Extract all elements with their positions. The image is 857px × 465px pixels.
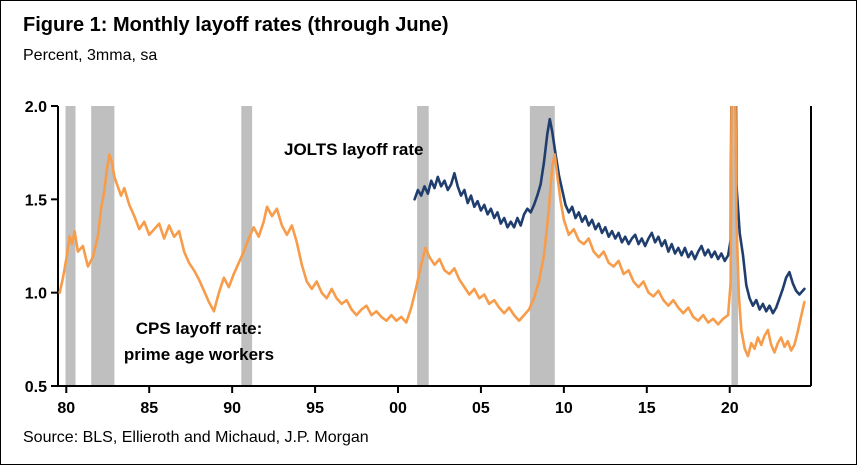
- chart-subtitle: Percent, 3mma, sa: [23, 47, 158, 64]
- x-tick-label: 95: [306, 400, 324, 417]
- recession-band: [731, 106, 738, 386]
- x-tick-label: 85: [140, 400, 158, 417]
- x-tick-label: 15: [638, 400, 656, 417]
- jolts-series-label: JOLTS layoff rate: [284, 140, 424, 159]
- x-tick-label: 00: [389, 400, 407, 417]
- x-tick-label: 05: [472, 400, 490, 417]
- chart-canvas: 0.5 1.0 1.5 2.0 80 85 90 95 00 05 10 15 20: [25, 99, 812, 417]
- cps-series-label: CPS layoff rate: prime age workers: [123, 319, 275, 364]
- y-tick-label: 1.0: [25, 286, 47, 303]
- cps-series-line: [58, 106, 806, 358]
- recession-band: [91, 106, 115, 386]
- chart-title: Figure 1: Monthly layoff rates (through …: [23, 14, 449, 36]
- y-tick-label: 0.5: [25, 379, 47, 396]
- y-tick-label: 1.5: [25, 192, 47, 209]
- x-tick-label: 20: [721, 400, 739, 417]
- recession-band: [65, 106, 76, 386]
- y-tick-label: 2.0: [25, 99, 47, 116]
- recession-band: [417, 106, 429, 386]
- x-tick-label: 80: [57, 400, 75, 417]
- x-tick-label: 10: [555, 400, 573, 417]
- jolts-series-line: [413, 106, 806, 315]
- source-note: Source: BLS, Ellieroth and Michaud, J.P.…: [23, 429, 369, 446]
- x-tick-label: 90: [223, 400, 241, 417]
- recession-band: [529, 106, 555, 386]
